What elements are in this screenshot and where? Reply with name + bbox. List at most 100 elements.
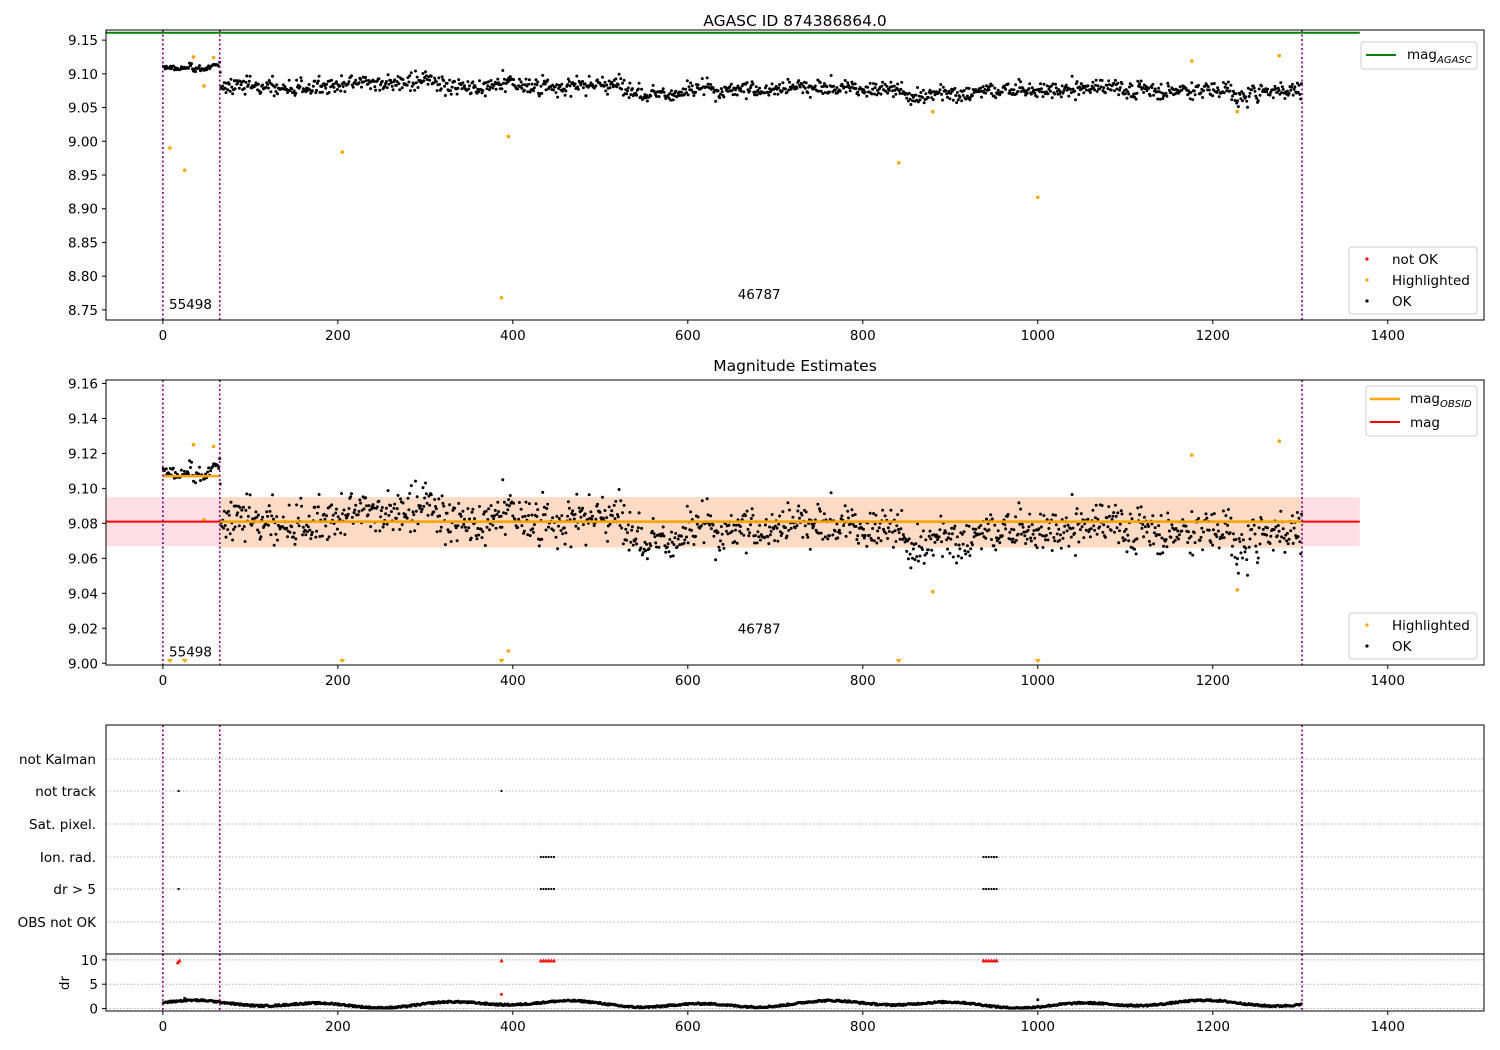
- ok-point: [938, 88, 942, 92]
- ok-point: [297, 524, 301, 528]
- panel2-frame: [105, 379, 1485, 666]
- ok-point: [983, 527, 987, 531]
- ok-point: [1083, 522, 1087, 526]
- ok-point: [523, 514, 527, 518]
- ok-point: [1221, 509, 1225, 513]
- ok-point: [674, 89, 678, 93]
- ok-point: [1228, 531, 1232, 535]
- ok-point: [1080, 87, 1084, 91]
- ok-point: [657, 545, 661, 549]
- ok-point: [1206, 85, 1210, 89]
- ok-point: [276, 92, 279, 96]
- ok-point: [724, 529, 728, 533]
- ok-point: [1271, 96, 1275, 100]
- ok-point: [635, 93, 639, 97]
- ok-point: [400, 523, 404, 527]
- ok-point: [1253, 89, 1257, 93]
- ok-point: [1095, 90, 1099, 93]
- ok-point: [454, 526, 458, 530]
- ok-point: [1256, 561, 1259, 565]
- ok-point: [1164, 92, 1168, 95]
- ok-point: [872, 92, 876, 96]
- ok-point: [393, 78, 397, 82]
- ok-point: [351, 85, 355, 89]
- ok-point: [463, 517, 466, 521]
- ok-point: [1120, 82, 1124, 86]
- ok-point: [484, 81, 488, 85]
- ok-point: [702, 541, 706, 545]
- ok-point: [586, 518, 590, 521]
- ok-point: [867, 533, 871, 537]
- ok-point: [364, 75, 368, 79]
- ok-point: [379, 515, 383, 519]
- ok-point: [1100, 78, 1104, 82]
- ok-point: [739, 531, 743, 535]
- ok-point: [216, 464, 220, 467]
- panel-agasc-magnitude: AGASC ID 874386864.0 55498 46787 0 200 400…: [68, 12, 1485, 344]
- ok-point: [189, 466, 192, 469]
- ok-point: [851, 82, 855, 86]
- ok-point: [469, 91, 473, 95]
- ok-point: [682, 541, 686, 545]
- ok-point: [1039, 512, 1042, 516]
- ok-point: [242, 505, 245, 509]
- ok-point: [1256, 99, 1260, 103]
- ok-point: [980, 531, 984, 535]
- ok-point: [420, 507, 424, 511]
- ok-point: [467, 526, 471, 530]
- ok-point: [438, 82, 442, 86]
- ok-point: [654, 541, 658, 545]
- ok-point: [228, 532, 232, 536]
- ok-point: [541, 490, 545, 494]
- ok-point: [378, 529, 382, 533]
- ok-point: [754, 534, 757, 537]
- ok-point: [616, 515, 620, 519]
- ok-point: [971, 527, 975, 531]
- ok-point: [705, 497, 709, 501]
- ok-point: [1049, 531, 1052, 535]
- ok-point: [1169, 535, 1173, 539]
- ok-point: [897, 531, 901, 535]
- ok-point: [419, 510, 423, 514]
- ok-point: [264, 522, 268, 526]
- ok-point: [399, 497, 402, 501]
- ok-point: [742, 533, 746, 537]
- ok-point: [501, 478, 505, 482]
- ok-point: [1166, 511, 1170, 515]
- ok-point: [325, 82, 329, 86]
- flag-point: [552, 855, 556, 859]
- legend-label-mag: mag: [1410, 415, 1440, 431]
- ok-point: [367, 504, 371, 508]
- ok-point: [1156, 97, 1160, 101]
- ok-point: [751, 513, 755, 517]
- ok-point: [789, 526, 793, 530]
- ok-point: [1093, 83, 1097, 87]
- ok-point: [1109, 88, 1113, 92]
- ok-point: [1125, 550, 1129, 554]
- ok-point: [683, 538, 687, 542]
- dr-capped-marker: [981, 958, 986, 963]
- ok-point: [1063, 524, 1067, 528]
- legend-label-mag-obsid: magOBSID: [1410, 391, 1472, 410]
- ok-point: [846, 509, 850, 513]
- ok-point: [1019, 80, 1023, 84]
- ok-point: [1103, 91, 1107, 95]
- ok-point: [500, 525, 504, 529]
- ok-point: [819, 89, 823, 93]
- ok-point: [1246, 573, 1249, 577]
- ok-point: [1279, 81, 1283, 85]
- ok-point: [1016, 90, 1020, 93]
- ok-point: [1089, 527, 1093, 531]
- ok-point: [1216, 529, 1220, 533]
- ok-point: [1254, 94, 1258, 98]
- ok-point: [1188, 551, 1192, 555]
- ok-point: [244, 80, 248, 84]
- ok-point: [362, 507, 366, 511]
- ok-point: [822, 84, 826, 88]
- ok-point: [1070, 493, 1074, 496]
- ok-point: [1050, 549, 1054, 552]
- ok-point: [818, 81, 822, 85]
- ok-point: [1042, 82, 1046, 86]
- ok-point: [1181, 518, 1185, 522]
